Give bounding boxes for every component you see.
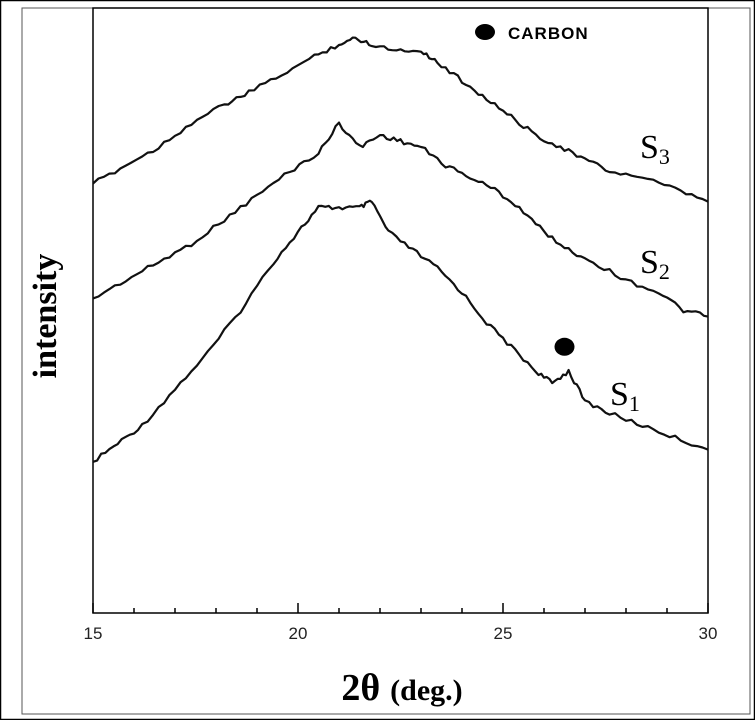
- x-axis-label: 2θ (deg.): [341, 667, 462, 709]
- series-label-s1-sub: 1: [629, 391, 640, 416]
- legend-label: CARBON: [508, 24, 589, 43]
- x-tick-label: 15: [84, 624, 103, 643]
- carbon-marker-s1-0: [554, 337, 575, 356]
- series-label-s3: S3: [640, 129, 670, 169]
- series-label-s3-main: S: [640, 129, 659, 166]
- series-label-s2-sub: 2: [659, 259, 670, 284]
- x-tick-label: 20: [289, 624, 308, 643]
- x-tick-label: 25: [494, 624, 513, 643]
- series-line-s1: [92, 199, 709, 463]
- series-label-s2-main: S: [640, 244, 659, 281]
- series-label-s3-sub: 3: [659, 144, 670, 169]
- x-axis-label-unit: (deg.): [390, 674, 462, 707]
- series-line-s2: [92, 121, 709, 318]
- series-layer: [92, 36, 709, 463]
- x-tick-label: 30: [699, 624, 718, 643]
- legend: CARBON: [475, 24, 589, 43]
- plot-area: [92, 7, 709, 614]
- series-label-s1: S1: [610, 376, 640, 416]
- x-axis-label-main: 2θ: [341, 667, 380, 709]
- legend-marker: [475, 24, 495, 40]
- series-label-s1-main: S: [610, 376, 629, 413]
- x-ticks: 15 20 25 30: [84, 603, 718, 643]
- series-line-s3: [92, 36, 709, 203]
- series-label-s2: S2: [640, 244, 670, 284]
- y-axis-label: intensity: [27, 254, 64, 379]
